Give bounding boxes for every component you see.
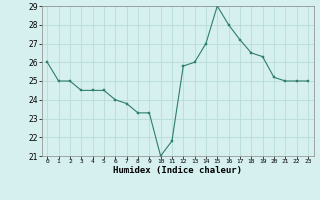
X-axis label: Humidex (Indice chaleur): Humidex (Indice chaleur)	[113, 166, 242, 175]
